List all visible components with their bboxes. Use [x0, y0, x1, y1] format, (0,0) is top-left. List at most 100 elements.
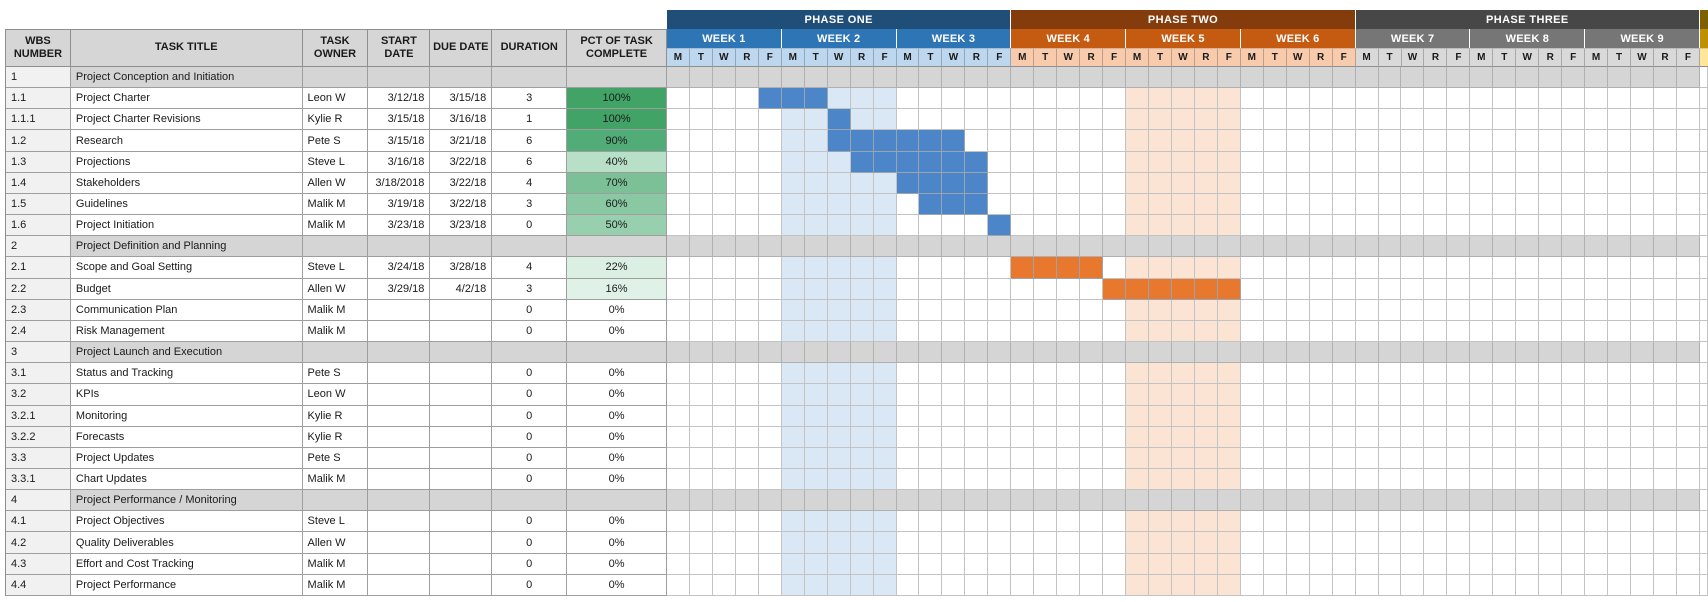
day-header-cell[interactable]: R	[1539, 48, 1563, 67]
gantt-day-cell[interactable]	[988, 320, 1012, 343]
gantt-day-cell[interactable]	[1057, 215, 1081, 237]
start-date-cell[interactable]	[368, 553, 431, 575]
gantt-day-cell[interactable]	[781, 426, 805, 448]
gantt-day-cell[interactable]	[1539, 384, 1563, 406]
gantt-day-cell[interactable]	[1080, 151, 1104, 173]
gantt-day-cell[interactable]	[1631, 363, 1654, 385]
gantt-day-cell[interactable]	[850, 447, 874, 469]
gantt-day-cell[interactable]	[827, 553, 851, 575]
gantt-day-cell[interactable]	[1608, 278, 1632, 300]
gantt-day-cell[interactable]	[712, 215, 736, 237]
gantt-day-cell[interactable]	[988, 384, 1012, 406]
gantt-day-cell[interactable]	[689, 172, 713, 194]
due-date-cell[interactable]	[430, 299, 493, 321]
gantt-day-cell[interactable]	[1057, 363, 1081, 385]
duration-cell[interactable]: 0	[492, 511, 568, 533]
gantt-day-cell[interactable]	[1562, 257, 1586, 279]
gantt-day-cell[interactable]	[712, 88, 736, 110]
gantt-day-cell[interactable]	[942, 426, 966, 448]
gantt-day-cell[interactable]	[1447, 215, 1471, 237]
gantt-day-cell[interactable]	[850, 193, 874, 216]
column-header-start-date[interactable]: START DATE	[368, 30, 431, 67]
gantt-day-cell[interactable]	[988, 151, 1012, 173]
gantt-day-cell[interactable]	[735, 215, 759, 237]
gantt-day-cell[interactable]	[1585, 130, 1609, 152]
pct-complete-cell[interactable]: 100%	[567, 88, 667, 110]
gantt-day-cell[interactable]	[1011, 236, 1035, 258]
gantt-day-cell[interactable]	[1355, 88, 1379, 110]
gantt-day-cell[interactable]	[896, 257, 920, 279]
gantt-day-cell[interactable]	[1240, 88, 1264, 110]
gantt-day-cell[interactable]	[1034, 320, 1058, 343]
gantt-day-cell[interactable]	[896, 109, 920, 131]
gantt-day-cell[interactable]	[850, 67, 874, 89]
gantt-day-cell[interactable]	[1034, 468, 1058, 491]
gantt-day-cell[interactable]	[666, 384, 690, 406]
gantt-day-cell[interactable]	[1286, 215, 1310, 237]
wbs-cell[interactable]: 1.2	[6, 130, 71, 152]
gantt-day-cell[interactable]	[988, 574, 1012, 596]
gantt-day-cell[interactable]	[1309, 130, 1333, 152]
gantt-day-cell[interactable]	[689, 511, 713, 533]
day-header-cell[interactable]: W	[1401, 48, 1425, 67]
gantt-day-cell[interactable]	[1263, 468, 1287, 491]
gantt-day-cell[interactable]	[1057, 109, 1081, 131]
gantt-day-cell[interactable]	[1378, 215, 1402, 237]
gantt-day-cell[interactable]	[1332, 384, 1356, 406]
gantt-day-cell[interactable]	[1608, 511, 1632, 533]
duration-cell[interactable]: 4	[492, 172, 568, 194]
gantt-day-cell[interactable]	[804, 257, 828, 279]
gantt-bar-cell[interactable]	[804, 88, 828, 110]
gantt-day-cell[interactable]	[1608, 193, 1632, 216]
gantt-day-cell[interactable]	[1653, 278, 1677, 300]
gantt-day-cell[interactable]	[873, 215, 897, 237]
gantt-day-cell[interactable]	[1194, 532, 1218, 554]
wbs-cell[interactable]: 1.4	[6, 172, 71, 194]
gantt-day-cell[interactable]	[1263, 363, 1287, 385]
gantt-day-cell[interactable]	[1516, 130, 1540, 152]
gantt-bar-cell[interactable]	[942, 193, 966, 216]
gantt-day-cell[interactable]	[1171, 468, 1195, 491]
gantt-day-cell[interactable]	[1309, 405, 1333, 427]
gantt-day-cell[interactable]	[1493, 257, 1517, 279]
gantt-day-cell[interactable]	[942, 257, 966, 279]
gantt-day-cell[interactable]	[1562, 109, 1586, 131]
gantt-day-cell[interactable]	[1631, 109, 1654, 131]
gantt-day-cell[interactable]	[1562, 574, 1586, 596]
gantt-day-cell[interactable]	[988, 130, 1012, 152]
gantt-day-cell[interactable]	[1447, 363, 1471, 385]
gantt-day-cell[interactable]	[1126, 490, 1149, 512]
gantt-day-cell[interactable]	[1653, 193, 1677, 216]
gantt-day-cell[interactable]	[804, 299, 828, 321]
gantt-day-cell[interactable]	[804, 215, 828, 237]
gantt-day-cell[interactable]	[1355, 405, 1379, 427]
gantt-day-cell[interactable]	[1263, 130, 1287, 152]
gantt-day-cell[interactable]	[1539, 299, 1563, 321]
gantt-day-cell[interactable]	[1217, 426, 1241, 448]
pct-complete-cell[interactable]	[567, 67, 667, 89]
gantt-day-cell[interactable]	[1103, 193, 1127, 216]
gantt-day-cell[interactable]	[988, 468, 1012, 491]
gantt-day-cell[interactable]	[1080, 299, 1104, 321]
gantt-day-cell[interactable]	[919, 363, 943, 385]
gantt-day-cell[interactable]	[988, 67, 1012, 89]
gantt-day-cell[interactable]	[804, 405, 828, 427]
gantt-day-cell[interactable]	[1034, 109, 1058, 131]
gantt-day-cell[interactable]	[1309, 151, 1333, 173]
gantt-day-cell[interactable]	[1447, 574, 1471, 596]
day-header-cell[interactable]: M	[1011, 48, 1035, 67]
gantt-day-cell[interactable]	[689, 426, 713, 448]
task-title-cell[interactable]: Project Performance / Monitoring	[70, 490, 303, 512]
due-date-cell[interactable]: 3/15/18	[430, 88, 493, 110]
gantt-day-cell[interactable]	[1057, 553, 1081, 575]
gantt-day-cell[interactable]	[1011, 342, 1035, 364]
gantt-day-cell[interactable]	[1401, 215, 1425, 237]
gantt-day-cell[interactable]	[1263, 447, 1287, 469]
gantt-bar-cell[interactable]	[1103, 278, 1127, 300]
gantt-day-cell[interactable]	[896, 278, 920, 300]
gantt-day-cell[interactable]	[804, 511, 828, 533]
gantt-day-cell[interactable]	[1217, 447, 1241, 469]
task-owner-cell[interactable]: Pete S	[302, 363, 369, 385]
gantt-day-cell[interactable]	[850, 215, 874, 237]
gantt-day-cell[interactable]	[1149, 490, 1172, 512]
